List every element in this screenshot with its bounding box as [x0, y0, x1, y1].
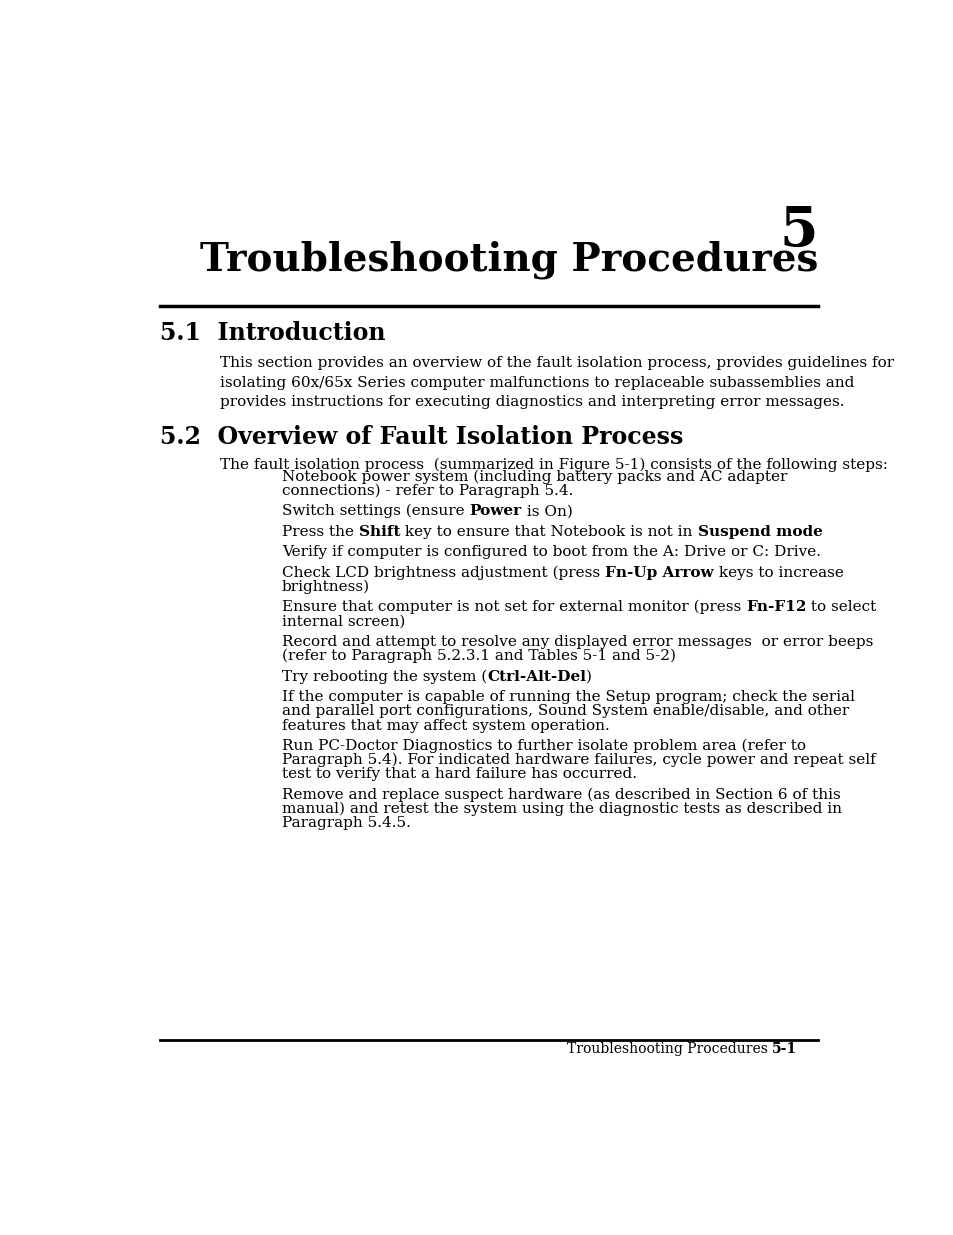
- Text: Troubleshooting Procedures: Troubleshooting Procedures: [566, 1042, 771, 1056]
- Text: If the computer is capable of running the Setup program; check the serial: If the computer is capable of running th…: [282, 690, 854, 704]
- Text: Troubleshooting Procedures: Troubleshooting Procedures: [200, 241, 818, 279]
- Text: Try rebooting the system (: Try rebooting the system (: [282, 669, 487, 684]
- Text: Ctrl-Alt-Del: Ctrl-Alt-Del: [487, 669, 586, 684]
- Text: Shift: Shift: [358, 525, 400, 538]
- Text: Press the: Press the: [282, 525, 358, 538]
- Text: is On): is On): [521, 504, 572, 519]
- Text: brightness): brightness): [282, 579, 370, 594]
- Text: Suspend mode: Suspend mode: [697, 525, 821, 538]
- Text: to select: to select: [805, 600, 876, 614]
- Text: 5-1: 5-1: [771, 1042, 797, 1056]
- Text: This section provides an overview of the fault isolation process, provides guide: This section provides an overview of the…: [220, 356, 893, 409]
- Text: features that may affect system operation.: features that may affect system operatio…: [282, 719, 609, 732]
- Text: Record and attempt to resolve any displayed error messages  or error beeps: Record and attempt to resolve any displa…: [282, 635, 872, 650]
- Text: Fn-Up Arrow: Fn-Up Arrow: [604, 566, 713, 579]
- Text: key to ensure that Notebook is not in: key to ensure that Notebook is not in: [400, 525, 697, 538]
- Text: manual) and retest the system using the diagnostic tests as described in: manual) and retest the system using the …: [282, 802, 841, 816]
- Text: 5: 5: [779, 204, 818, 258]
- Text: keys to increase: keys to increase: [713, 566, 842, 579]
- Text: 5.2  Overview of Fault Isolation Process: 5.2 Overview of Fault Isolation Process: [159, 425, 682, 450]
- Text: internal screen): internal screen): [282, 615, 405, 629]
- Text: Switch settings (ensure: Switch settings (ensure: [282, 504, 469, 519]
- Text: Check LCD brightness adjustment (press: Check LCD brightness adjustment (press: [282, 566, 604, 579]
- Text: Verify if computer is configured to boot from the A: Drive or C: Drive.: Verify if computer is configured to boot…: [282, 546, 821, 559]
- Text: Run PC-Doctor Diagnostics to further isolate problem area (refer to: Run PC-Doctor Diagnostics to further iso…: [282, 739, 805, 753]
- Text: and parallel port configurations, Sound System enable/disable, and other: and parallel port configurations, Sound …: [282, 704, 848, 719]
- Text: Remove and replace suspect hardware (as described in Section 6 of this: Remove and replace suspect hardware (as …: [282, 788, 840, 802]
- Text: The fault isolation process  (summarized in Figure 5-1) consists of the followin: The fault isolation process (summarized …: [220, 458, 887, 472]
- Text: 5.1  Introduction: 5.1 Introduction: [159, 321, 385, 346]
- Text: Paragraph 5.4.5.: Paragraph 5.4.5.: [282, 816, 411, 830]
- Text: Notebook power system (including battery packs and AC adapter: Notebook power system (including battery…: [282, 469, 786, 484]
- Text: connections) - refer to Paragraph 5.4.: connections) - refer to Paragraph 5.4.: [282, 484, 573, 498]
- Text: ): ): [586, 669, 592, 684]
- Text: Fn-F12: Fn-F12: [745, 600, 805, 614]
- Text: Ensure that computer is not set for external monitor (press: Ensure that computer is not set for exte…: [282, 600, 745, 614]
- Text: test to verify that a hard failure has occurred.: test to verify that a hard failure has o…: [282, 767, 637, 782]
- Text: Power: Power: [469, 504, 521, 519]
- Text: (refer to Paragraph 5.2.3.1 and Tables 5-1 and 5-2): (refer to Paragraph 5.2.3.1 and Tables 5…: [282, 648, 676, 663]
- Text: Paragraph 5.4). For indicated hardware failures, cycle power and repeat self: Paragraph 5.4). For indicated hardware f…: [282, 753, 875, 767]
